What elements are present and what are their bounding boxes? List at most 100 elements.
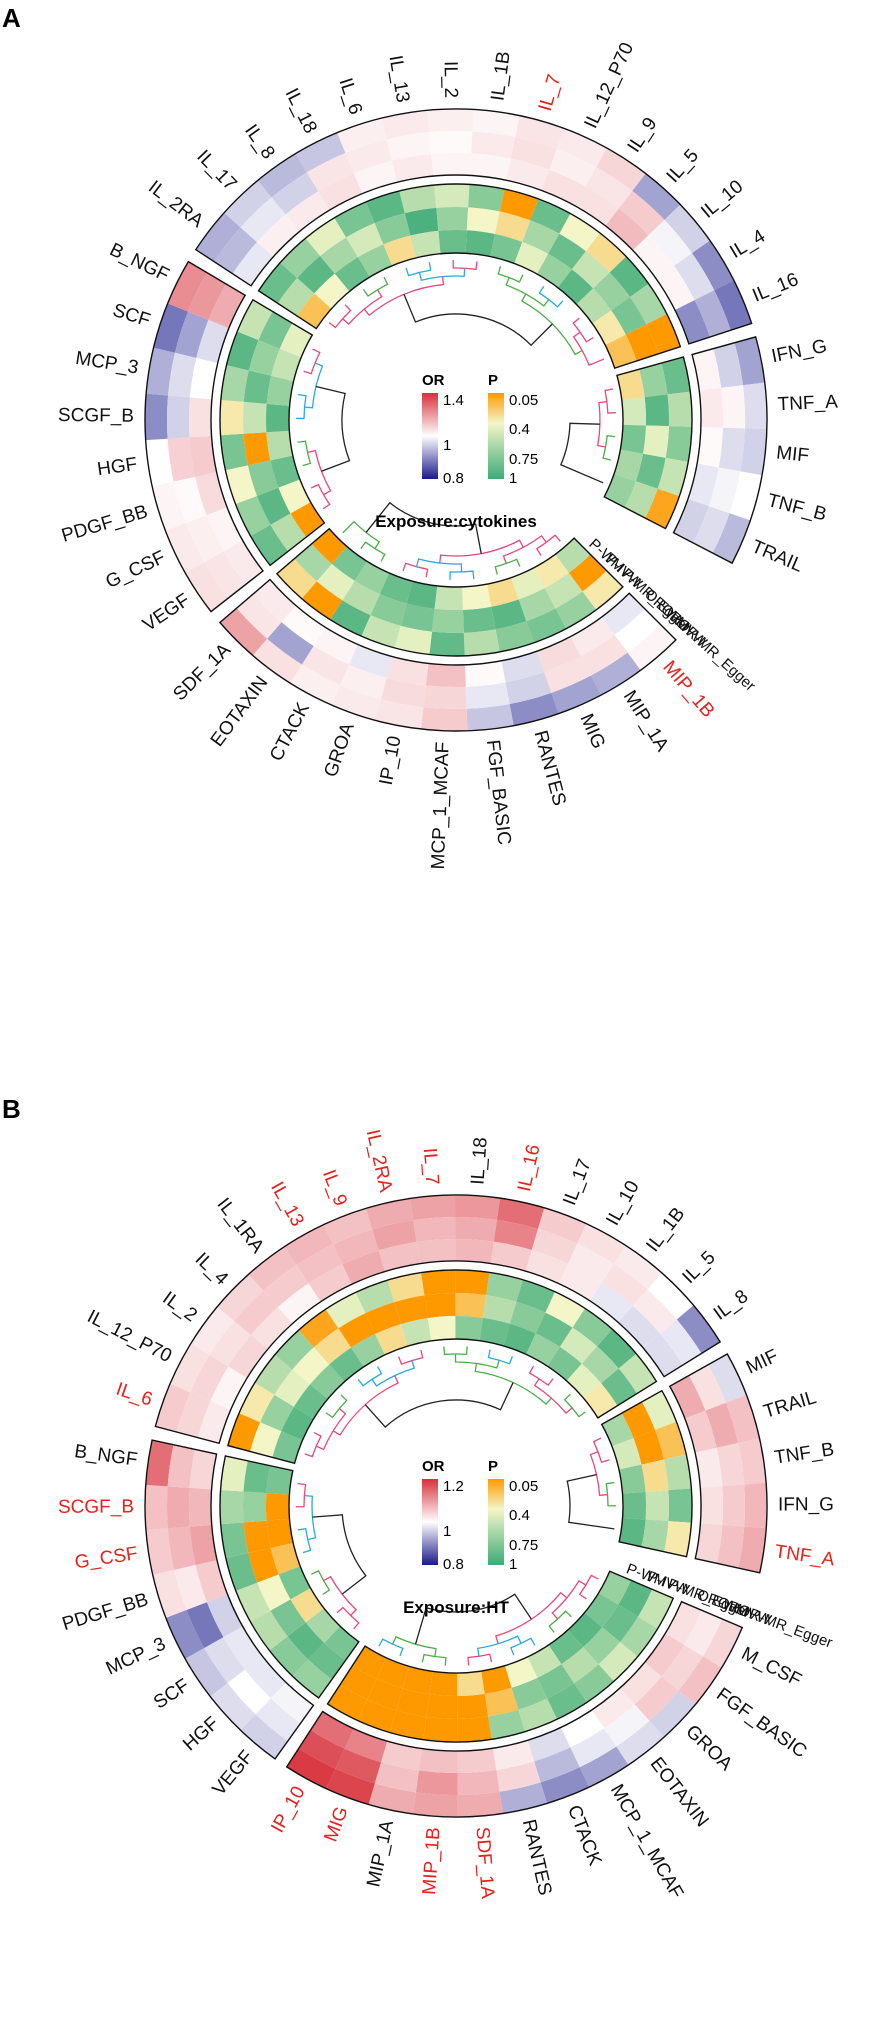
or-cell — [418, 1748, 458, 1773]
gene-label: IL_17 — [192, 146, 240, 195]
or-cell — [250, 1307, 293, 1350]
p-cell — [457, 1693, 489, 1719]
or-cell — [285, 191, 330, 232]
or-cell — [345, 139, 392, 174]
p-cell — [225, 465, 257, 505]
or-cell — [253, 579, 296, 623]
p-cell — [455, 1270, 490, 1296]
or-cell — [499, 1782, 547, 1814]
gene-label: IL_2 — [440, 61, 462, 98]
or-cell — [471, 131, 516, 159]
or-cell — [694, 290, 731, 338]
or-cell — [560, 1709, 605, 1748]
or-cell — [716, 1442, 745, 1487]
or-cell — [536, 636, 581, 673]
or-cell — [531, 1228, 578, 1264]
p-cell — [619, 1616, 658, 1657]
legend-p-tick: 0.75 — [509, 1537, 538, 1554]
p-cell — [544, 572, 583, 609]
or-cell — [457, 1748, 497, 1773]
or-cell — [590, 652, 641, 696]
p-cell — [274, 1369, 311, 1407]
or-cell — [145, 1440, 174, 1487]
p-cell — [511, 1677, 548, 1710]
p-cell — [270, 455, 300, 488]
legend-or-bar — [422, 393, 438, 479]
or-cell — [236, 593, 282, 639]
p-cell — [547, 1346, 582, 1381]
p-cell — [257, 1574, 291, 1611]
or-cell — [549, 149, 597, 187]
p-cell — [604, 473, 636, 508]
p-cell — [641, 1519, 669, 1552]
dendrogram-branch — [566, 1473, 615, 1530]
p-cell — [404, 207, 439, 236]
or-cell — [544, 656, 591, 693]
p-cell — [462, 606, 496, 633]
p-cell — [421, 1270, 456, 1296]
or-cell — [165, 522, 205, 573]
p-cell — [266, 430, 293, 461]
dendrogram-branch — [328, 304, 352, 329]
gene-label: MIG — [575, 711, 609, 752]
or-cell — [189, 1524, 218, 1565]
gene-label: RANTES — [530, 728, 570, 808]
legend-p-title: P — [488, 372, 498, 389]
or-cell — [466, 703, 514, 731]
p-cell — [661, 356, 691, 395]
or-cell — [718, 427, 745, 472]
or-cell — [375, 699, 424, 730]
or-cell — [240, 1714, 288, 1759]
or-cell — [217, 1274, 264, 1321]
p-cell — [526, 608, 567, 643]
or-cell — [644, 1633, 685, 1677]
p-cell — [394, 625, 432, 655]
or-cell — [558, 1263, 602, 1301]
gene-label: IL_17 — [559, 1156, 595, 1208]
p-cell — [235, 1582, 271, 1622]
or-cell — [255, 1698, 301, 1742]
dendrogram-branch — [398, 1349, 424, 1365]
p-cell — [668, 1488, 692, 1523]
p-cell — [561, 1647, 599, 1684]
dendrogram-branch — [303, 348, 321, 375]
or-cell — [248, 1246, 297, 1291]
p-cell — [611, 1438, 642, 1470]
p-cell — [572, 1308, 613, 1347]
p-cell — [585, 232, 627, 273]
or-cell — [693, 506, 730, 553]
or-cell — [224, 180, 272, 228]
p-cell — [365, 190, 405, 224]
or-cell — [619, 1662, 662, 1705]
p-cell — [555, 538, 591, 573]
or-cell — [381, 110, 430, 140]
p-cell — [436, 207, 469, 231]
p-cell — [266, 1518, 294, 1548]
or-cell — [284, 1224, 334, 1266]
or-cell — [318, 173, 363, 211]
or-cell — [210, 1682, 256, 1731]
legend-or-bar — [422, 1479, 438, 1565]
or-cell — [153, 303, 189, 353]
dendrogram-branch — [310, 483, 331, 510]
p-cell — [581, 1346, 619, 1384]
p-cell — [400, 603, 435, 632]
or-cell — [257, 153, 307, 198]
or-cell — [167, 395, 190, 439]
or-cell — [614, 1245, 662, 1290]
p-cell — [301, 581, 343, 620]
p-cell — [491, 599, 527, 630]
gene-label: IL_8 — [240, 121, 279, 163]
or-cell — [337, 118, 387, 153]
dendrogram-branch — [418, 268, 466, 281]
gene-label: SCF — [110, 300, 153, 332]
p-cell — [468, 184, 505, 212]
sector-frame — [285, 1600, 744, 1818]
p-cell — [311, 528, 347, 564]
or-cell — [697, 427, 723, 468]
or-cell — [186, 1602, 224, 1648]
or-cell — [413, 1217, 456, 1242]
gene-label: MIP_1B — [658, 657, 718, 722]
dendrogram-branch — [592, 1437, 610, 1463]
sector-frame — [326, 1570, 675, 1743]
